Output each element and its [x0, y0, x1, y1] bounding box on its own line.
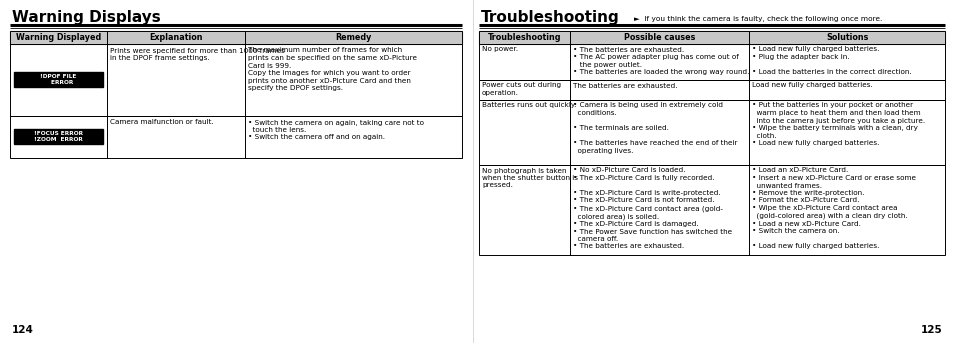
Text: • The batteries are exhausted.
• The AC power adapter plug has come out of
   th: • The batteries are exhausted. • The AC …: [572, 47, 748, 75]
Bar: [478, 44, 944, 80]
Text: No photograph is taken
when the shutter button is
pressed.: No photograph is taken when the shutter …: [481, 167, 578, 189]
Bar: [14, 129, 103, 144]
Text: Power cuts out during
operation.: Power cuts out during operation.: [481, 83, 560, 96]
Bar: [478, 44, 944, 80]
Text: No power.: No power.: [481, 47, 517, 52]
Bar: [10, 44, 461, 116]
Bar: [10, 116, 461, 157]
Bar: [478, 165, 944, 255]
Bar: [748, 31, 944, 44]
Bar: [245, 31, 461, 44]
Bar: [478, 80, 944, 99]
Text: Remedy: Remedy: [335, 33, 372, 42]
Text: Prints were specified for more than 1000 frames
in the DPOF frame settings.: Prints were specified for more than 1000…: [110, 47, 285, 61]
Bar: [478, 31, 944, 44]
Bar: [478, 165, 944, 255]
Text: Troubleshooting: Troubleshooting: [480, 10, 619, 25]
Text: • Put the batteries in your pocket or another
  warm place to heat them and then: • Put the batteries in your pocket or an…: [752, 103, 924, 146]
Bar: [10, 31, 107, 44]
Text: Warning Displayed: Warning Displayed: [16, 33, 101, 42]
Text: Possible causes: Possible causes: [623, 33, 695, 42]
Bar: [478, 31, 569, 44]
Bar: [14, 72, 103, 87]
Text: Solutions: Solutions: [825, 33, 867, 42]
Bar: [478, 99, 944, 165]
Bar: [478, 99, 944, 165]
Text: • Load new fully charged batteries.
• Plug the adapter back in.

• Load the batt: • Load new fully charged batteries. • Pl…: [752, 47, 911, 75]
Text: Batteries runs out quickly.: Batteries runs out quickly.: [481, 103, 576, 108]
Text: Warning Displays: Warning Displays: [12, 10, 161, 25]
Text: • Switch the camera on again, taking care not to
  touch the lens.
• Switch the : • Switch the camera on again, taking car…: [248, 119, 423, 141]
Text: !DPOF FILE
    ERROR: !DPOF FILE ERROR: [40, 74, 76, 85]
Bar: [10, 44, 461, 116]
Bar: [569, 31, 748, 44]
Text: • Load an xD-Picture Card.
• Insert a new xD-Picture Card or erase some
  unwant: • Load an xD-Picture Card. • Insert a ne…: [752, 167, 915, 249]
Bar: [10, 116, 461, 157]
Text: ►  If you think the camera is faulty, check the following once more.: ► If you think the camera is faulty, che…: [634, 16, 882, 22]
Bar: [10, 31, 461, 44]
Text: Camera malfunction or fault.: Camera malfunction or fault.: [110, 119, 213, 126]
Text: 125: 125: [921, 325, 942, 335]
Text: • No xD-Picture Card is loaded.
• The xD-Picture Card is fully recorded.

• The : • No xD-Picture Card is loaded. • The xD…: [572, 167, 731, 249]
Text: Troubleshooting: Troubleshooting: [487, 33, 560, 42]
Text: Explanation: Explanation: [150, 33, 203, 42]
Bar: [478, 80, 944, 99]
Text: The batteries are exhausted.: The batteries are exhausted.: [572, 83, 677, 88]
Text: • Camera is being used in extremely cold
  conditions.

• The terminals are soil: • Camera is being used in extremely cold…: [572, 103, 737, 154]
Bar: [107, 31, 245, 44]
Text: Load new fully charged batteries.: Load new fully charged batteries.: [752, 83, 872, 88]
Text: The maximum number of frames for which
prints can be specified on the same xD-Pi: The maximum number of frames for which p…: [248, 47, 416, 91]
Text: !FOCUS ERROR
!ZOOM  ERROR: !FOCUS ERROR !ZOOM ERROR: [34, 131, 83, 142]
Text: 124: 124: [12, 325, 34, 335]
